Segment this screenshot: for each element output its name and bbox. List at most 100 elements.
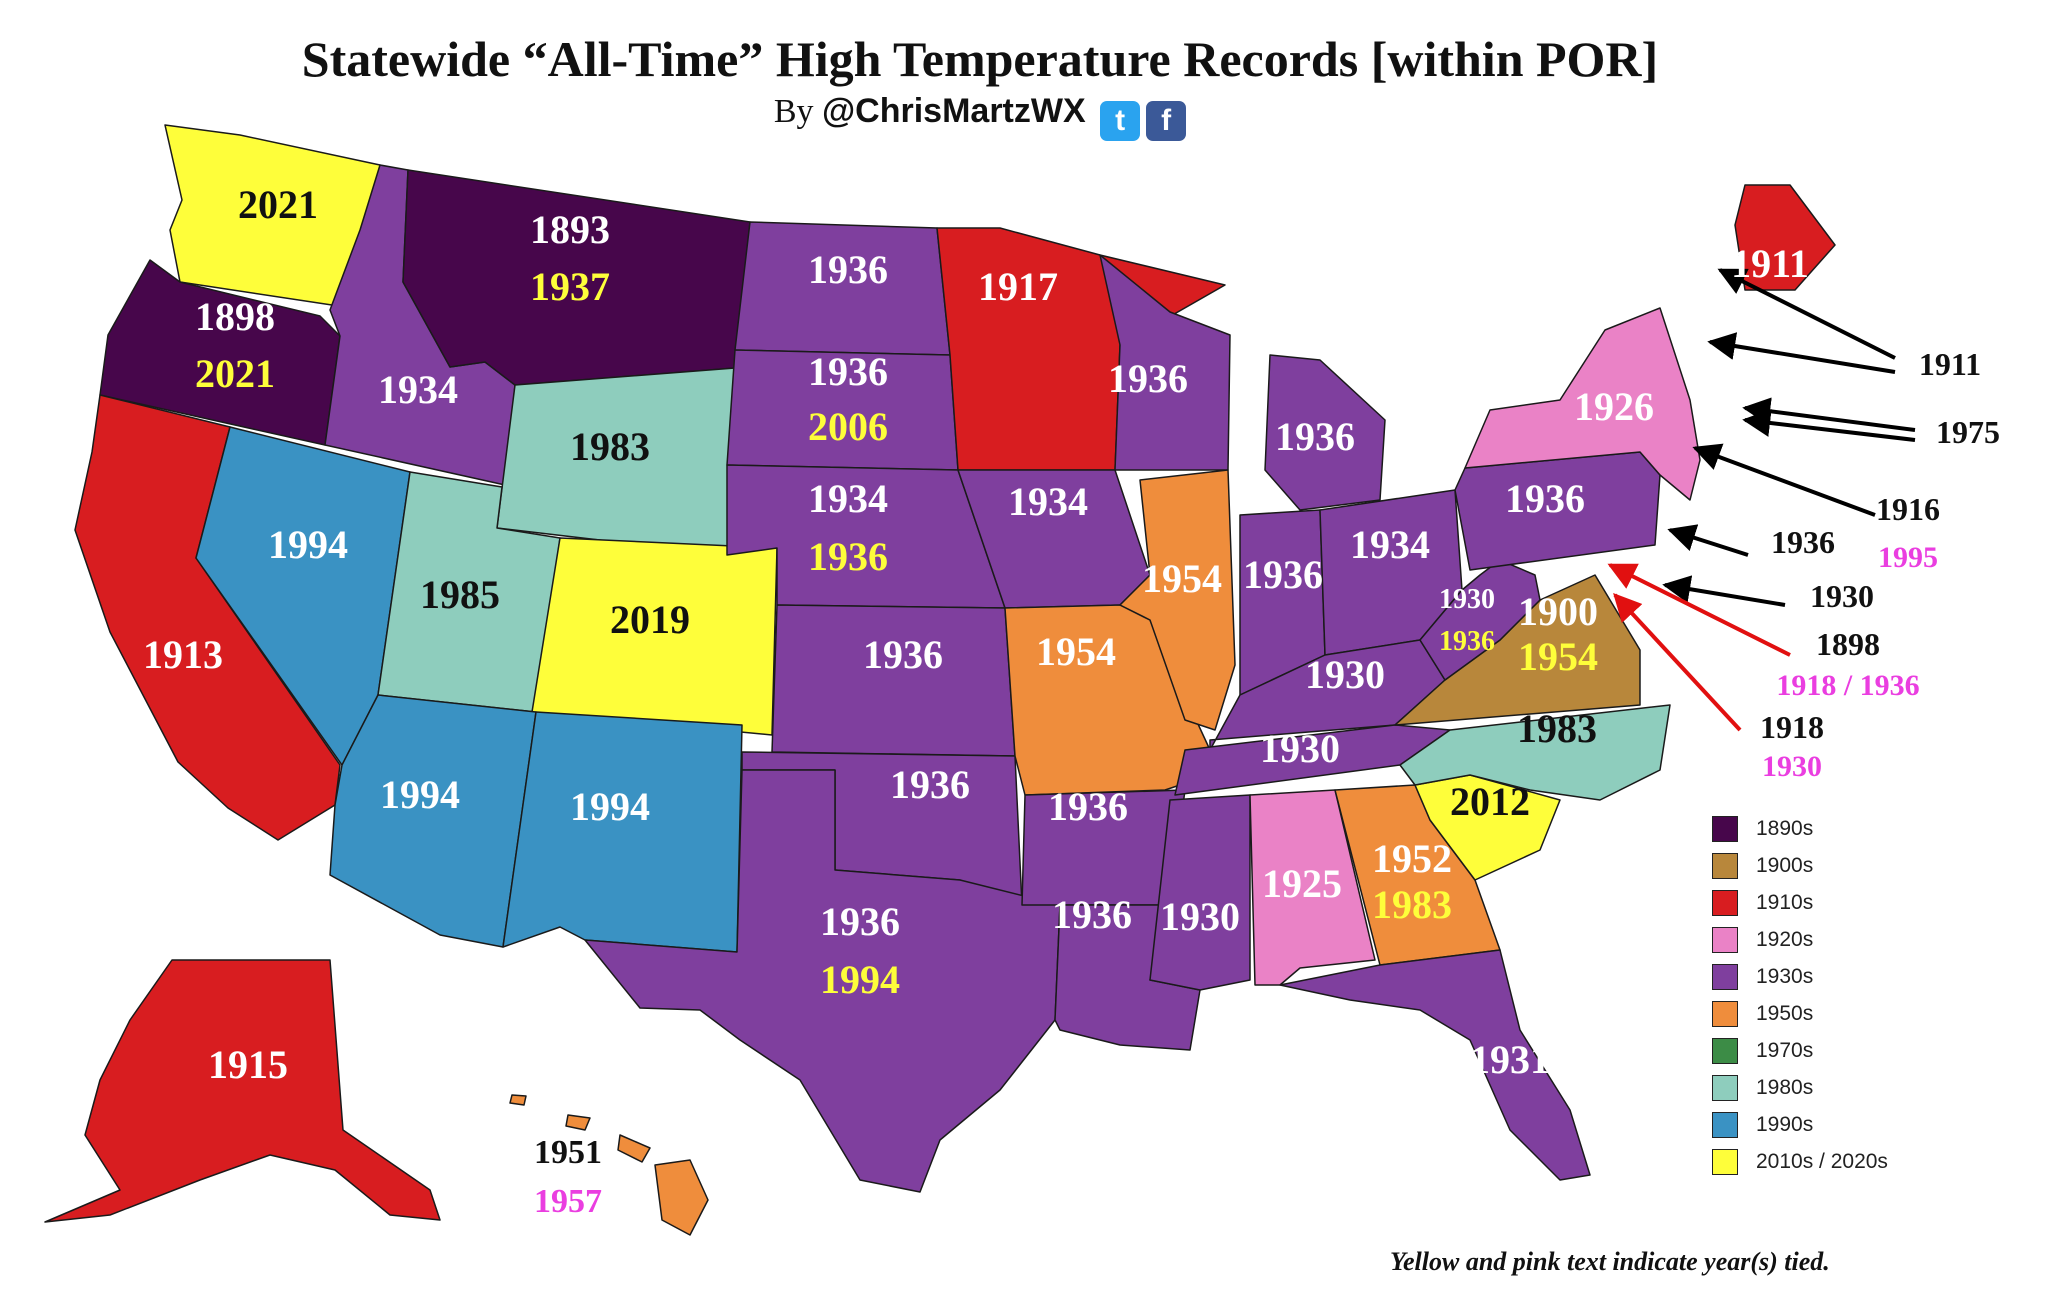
year-label-il: 1954 (1142, 556, 1222, 601)
tie-note: Yellow and pink text indicate year(s) ti… (1390, 1247, 1830, 1276)
legend-label: 2010s / 2020s (1756, 1149, 1888, 1173)
year-label-ca: 1913 (143, 632, 223, 677)
year-label-ok: 1936 (890, 762, 970, 807)
year-label-ga-tied: 1983 (1372, 882, 1452, 927)
year-label-nv: 1994 (268, 522, 348, 567)
year-label-wi: 1936 (1108, 356, 1188, 401)
author-handle[interactable]: @ChrisMartzWX (822, 92, 1086, 130)
state-wa[interactable] (164, 124, 381, 311)
year-label-wv-tied: 1936 (1439, 626, 1495, 657)
year-label-ms: 1930 (1160, 894, 1240, 939)
year-label-wv: 1930 (1439, 584, 1495, 615)
year-label-ny: 1926 (1574, 384, 1654, 429)
year-label-oh: 1934 (1350, 522, 1430, 567)
callout-arrow-ri (1692, 443, 1876, 517)
legend-item: 1980s (1712, 1069, 1888, 1106)
state-az[interactable] (329, 694, 537, 948)
callout-label-de: 1930 (1810, 578, 1874, 614)
legend-item: 1890s (1712, 810, 1888, 847)
year-label-ky: 1930 (1305, 652, 1385, 697)
state-ny[interactable] (1464, 307, 1701, 501)
legend-swatch (1712, 889, 1738, 916)
legend-swatch (1712, 852, 1738, 879)
twitter-icon[interactable]: t (1100, 101, 1141, 141)
year-label-mt: 1893 (530, 207, 610, 252)
state-mi[interactable] (1264, 354, 1386, 511)
callout-label-ri: 1916 (1876, 491, 1940, 527)
legend-label: 1950s (1756, 1001, 1814, 1025)
year-label-va: 1900 (1518, 589, 1598, 634)
state-tx[interactable] (584, 769, 1061, 1193)
legend-item: 1970s (1712, 1032, 1888, 1069)
year-label-ak: 1915 (208, 1042, 288, 1087)
year-label-me: 1911 (1731, 241, 1809, 286)
legend-swatch (1712, 963, 1738, 990)
year-label-sc: 2012 (1450, 779, 1530, 824)
state-il[interactable] (1119, 469, 1236, 731)
year-label-la: 1936 (1052, 892, 1132, 937)
year-label-sd-tied: 2006 (808, 404, 888, 449)
legend-item: 1930s (1712, 958, 1888, 995)
legend-label: 1980s (1756, 1075, 1814, 1099)
year-label-az: 1994 (380, 772, 460, 817)
year-label-hi: 1951 (534, 1134, 602, 1171)
state-wv[interactable] (1419, 559, 1541, 681)
year-label-va-tied: 1954 (1518, 634, 1598, 679)
year-label-tx: 1936 (820, 899, 900, 944)
callout-arrow-de (1662, 575, 1786, 607)
state-ks[interactable] (771, 604, 1016, 757)
state-fl[interactable] (1279, 949, 1591, 1181)
year-label-nc: 1983 (1517, 706, 1597, 751)
legend-label: 1910s (1756, 890, 1814, 914)
year-label-or-tied: 2021 (195, 351, 275, 396)
facebook-icon[interactable]: f (1146, 101, 1187, 141)
legend-label: 1930s (1756, 964, 1814, 988)
legend-item: 2010s / 2020s (1712, 1143, 1888, 1180)
year-label-al: 1925 (1262, 861, 1342, 906)
year-label-nd: 1936 (808, 247, 888, 292)
legend-swatch (1712, 1000, 1738, 1027)
year-label-hi-tied: 1957 (534, 1183, 602, 1220)
year-label-mo: 1954 (1036, 629, 1116, 674)
year-label-sd: 1936 (808, 349, 888, 394)
legend-item: 1900s (1712, 847, 1888, 884)
callout-label-md-tied: 1918 / 1936 (1776, 669, 1919, 702)
legend-item: 1990s (1712, 1106, 1888, 1143)
map-title: Statewide “All-Time” High Temperature Re… (301, 31, 1659, 87)
year-label-ia: 1934 (1008, 479, 1088, 524)
year-label-ks: 1936 (863, 632, 943, 677)
legend-item: 1920s (1712, 921, 1888, 958)
legend-swatch (1712, 1148, 1738, 1175)
year-label-ga: 1952 (1372, 836, 1452, 881)
year-label-fl: 1931 (1470, 1037, 1550, 1082)
year-label-ne-tied: 1936 (808, 534, 888, 579)
state-or[interactable] (99, 259, 341, 446)
legend: 1890s 1900s 1910s 1920s 1930s 1950s 1970s 1980s… (1712, 810, 1888, 1180)
callout-label-dc: 1918 (1760, 709, 1824, 745)
year-label-nm: 1994 (570, 784, 650, 829)
year-label-ne: 1934 (808, 476, 888, 521)
legend-swatch (1712, 815, 1738, 842)
callout-arrow-vt-nh (1717, 268, 1896, 360)
legend-swatch (1712, 1074, 1738, 1101)
year-label-tx-tied: 1994 (820, 957, 900, 1002)
state-ms[interactable] (1149, 794, 1251, 991)
callout-label-md: 1898 (1816, 626, 1880, 662)
year-label-wa: 2021 (238, 182, 318, 227)
year-label-ut: 1985 (420, 572, 500, 617)
callout-arrow-nj (1667, 524, 1749, 557)
legend-swatch (1712, 1111, 1738, 1138)
callout-label-nj: 1936 (1771, 524, 1835, 560)
callout-arrow-md (1607, 563, 1791, 657)
legend-item: 1950s (1712, 995, 1888, 1032)
state-nm[interactable] (502, 711, 743, 953)
state-ak[interactable] (44, 959, 441, 1223)
state-nc[interactable] (1399, 704, 1671, 801)
legend-label: 1920s (1756, 927, 1814, 951)
callout-label-vt-nh: 1911 (1919, 346, 1981, 382)
callout-arrow-vt-nh (1707, 332, 1896, 374)
state-hi[interactable] (509, 1094, 709, 1236)
callout-label-ri-tied: 1995 (1878, 541, 1938, 574)
